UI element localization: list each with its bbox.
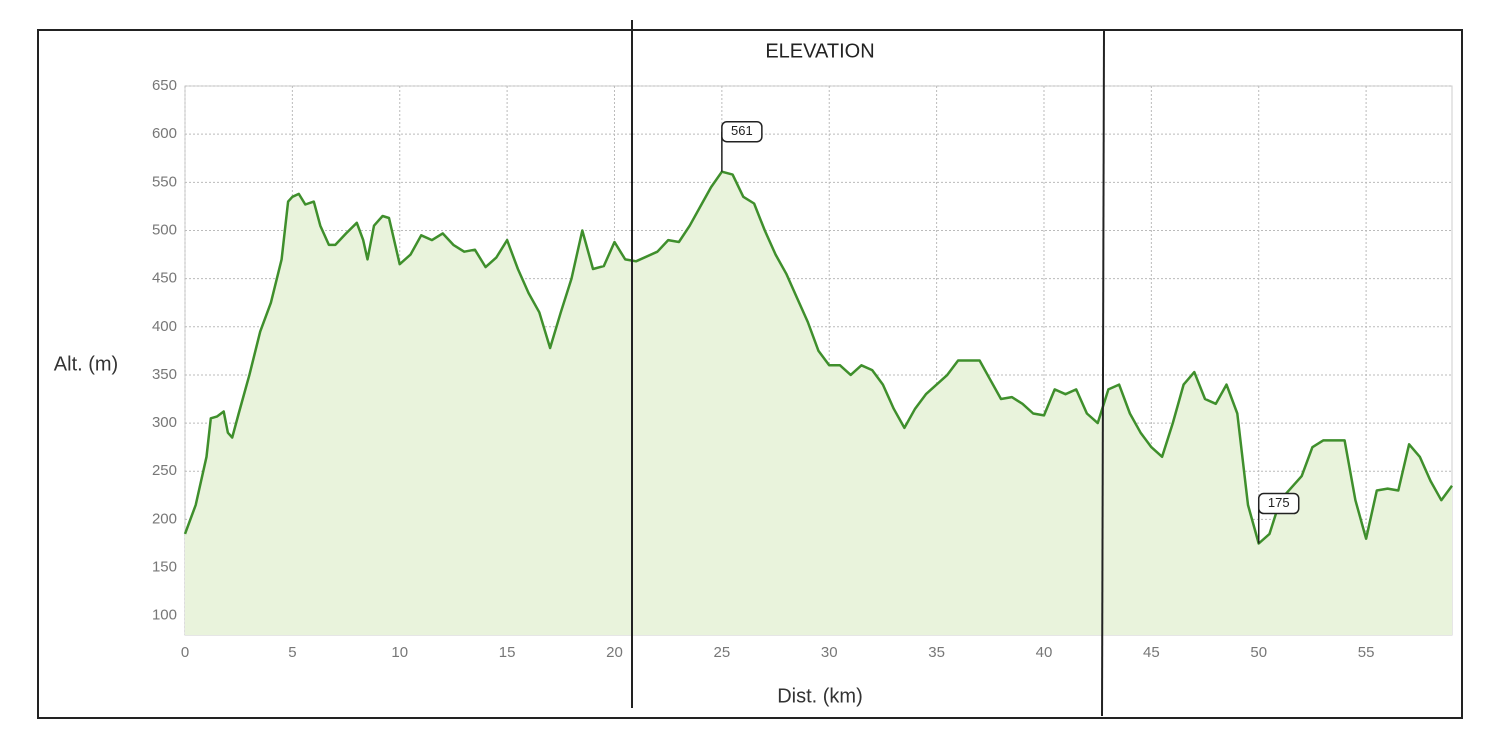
x-tick-label: 10 xyxy=(391,644,408,661)
x-tick-label: 0 xyxy=(181,644,189,661)
x-tick-label: 30 xyxy=(821,644,838,661)
y-tick-label: 350 xyxy=(152,366,177,383)
x-tick-label: 55 xyxy=(1358,644,1375,661)
x-tick-label: 50 xyxy=(1250,644,1267,661)
y-tick-label: 150 xyxy=(152,559,177,576)
x-tick-label: 15 xyxy=(499,644,516,661)
x-tick-label: 20 xyxy=(606,644,623,661)
annotation-label: 561 xyxy=(731,123,753,138)
annotation-box xyxy=(1257,492,1300,515)
annotation-box xyxy=(721,120,763,143)
y-tick-label: 650 xyxy=(152,77,177,94)
annotation-label: 175 xyxy=(1268,495,1290,510)
y-tick-label: 600 xyxy=(152,125,177,142)
x-tick-label: 35 xyxy=(928,644,945,661)
y-tick-label: 300 xyxy=(152,414,177,431)
chart-title: ELEVATION xyxy=(765,40,874,62)
area-fill xyxy=(185,171,1452,635)
frame xyxy=(37,29,1463,719)
elevation-line xyxy=(183,170,1454,545)
x-axis-label: Dist. (km) xyxy=(777,685,863,707)
y-tick-label: 100 xyxy=(152,607,177,624)
y-tick-label: 200 xyxy=(152,510,177,527)
y-tick-label: 400 xyxy=(152,318,177,335)
y-tick-label: 550 xyxy=(152,173,177,190)
y-axis-label: Alt. (m) xyxy=(54,353,118,375)
x-tick-label: 25 xyxy=(714,644,731,661)
y-tick-label: 250 xyxy=(152,462,177,479)
y-tick-label: 500 xyxy=(152,221,177,238)
x-tick-label: 5 xyxy=(288,644,296,661)
fold-line xyxy=(1101,29,1105,717)
y-tick-label: 450 xyxy=(152,270,177,287)
x-tick-label: 40 xyxy=(1036,644,1053,661)
x-tick-label: 45 xyxy=(1143,644,1160,661)
